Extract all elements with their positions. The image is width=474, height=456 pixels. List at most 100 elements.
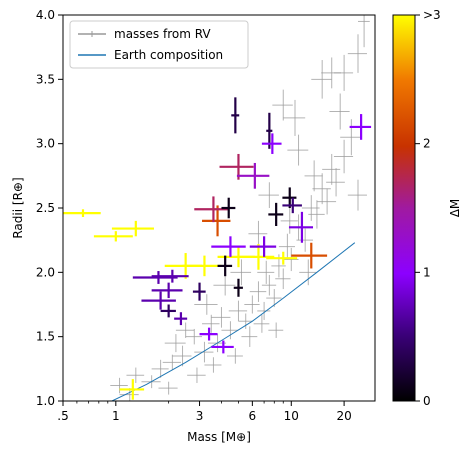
highlight-point [141,291,176,310]
rv-point [158,381,178,395]
rv-point [312,173,331,205]
highlight-point [151,282,183,299]
colorbar-label: ΔM [448,199,462,218]
highlight-point [217,255,233,277]
y-tick-label: 1.0 [36,394,55,408]
highlighted-points [63,97,372,400]
colorbar-tick-label: 1 [423,265,431,279]
highlight-point [119,379,145,400]
rv-point [151,359,169,378]
y-axis: 1.0 1.5 2.0 2.5 3.0 3.5 4.0 [36,8,63,408]
highlight-point [132,271,178,284]
y-tick-label: 3.0 [36,137,55,151]
rv-point [308,200,325,229]
rv-point [311,60,332,99]
y-tick-label: 3.5 [36,72,55,86]
rv-point [172,345,192,367]
earth-composition-curve [111,242,356,401]
rv-point [283,99,306,136]
rv-point [283,247,299,272]
rv-point [257,260,275,284]
rv-point [194,294,218,315]
rv-point [244,295,260,314]
x-tick-label: .5 [57,409,68,423]
legend: masses from RV Earth composition [69,20,249,69]
highlight-point [63,209,101,218]
highlight-point [111,220,154,237]
rv-point [275,268,291,290]
rv-point [280,208,298,234]
rv-point [175,322,195,338]
rv-point [238,313,253,329]
x-tick-label: 6 [249,409,257,423]
colorbar-gradient [392,14,416,402]
rv-point [326,168,345,197]
highlight-point [174,312,188,326]
x-tick-label: 3 [196,409,204,423]
rv-point [257,301,271,320]
rv-point [333,139,354,174]
rv-point [228,300,248,322]
highlight-point [261,133,282,154]
highlight-point [192,282,206,301]
legend-box [69,20,249,69]
highlight-point [238,244,275,270]
highlight-point [231,97,240,134]
rv-point [304,160,323,192]
highlight-point [291,242,328,269]
rv-point [211,307,231,328]
highlight-point [288,211,314,243]
rv-point [221,321,239,340]
y-tick-label: 4.0 [36,8,55,22]
x-tick-label: 1 [112,409,120,423]
rv-point [249,281,267,302]
rv-point [333,54,354,91]
rv-point [185,328,203,345]
y-tick-label: 2.5 [36,201,55,215]
highlight-point [349,114,372,140]
highlight-point [282,197,302,214]
earth-composition-line [111,242,356,401]
rv-point [272,89,293,121]
rv-point [261,274,277,296]
highlight-point [151,269,189,283]
rv-point [248,220,268,247]
x-tick-label: 10 [284,409,299,423]
rv-point [226,348,243,364]
highlight-point [221,197,236,219]
rv-point [340,119,362,156]
rv-point [110,377,128,394]
rv-point [266,289,282,308]
legend-label-rv: masses from RV [114,27,211,41]
highlight-point [199,327,218,341]
rv-point [287,134,309,166]
highlight-point [266,251,298,265]
rv-point [230,259,252,286]
x-tick-label: 20 [336,409,351,423]
legend-label-earth: Earth composition [114,48,223,62]
highlight-point [211,340,234,354]
rv-point [347,34,367,73]
rv-point [278,233,296,260]
highlight-point [211,236,246,257]
rv-point [204,357,222,373]
highlight-point [233,278,243,297]
highlight-point [202,205,231,237]
highlight-point [249,236,277,257]
rv-point [164,334,186,353]
highlight-point [194,196,229,223]
rv-point [268,322,284,338]
colorbar-tick-label: 0 [423,394,431,408]
highlight-point [182,255,222,277]
colorbar-tick-label: >3 [423,8,441,22]
colorbar: 0 1 2 >3 ΔM [392,8,462,408]
rv-point [296,228,314,252]
rv-point [126,367,145,383]
highlight-point [160,304,176,318]
rv-points [110,15,370,401]
x-axis-label: Mass [M⊕] [187,430,251,444]
rv-point [258,182,279,208]
rv-point [299,259,317,286]
highlight-point [236,162,270,189]
